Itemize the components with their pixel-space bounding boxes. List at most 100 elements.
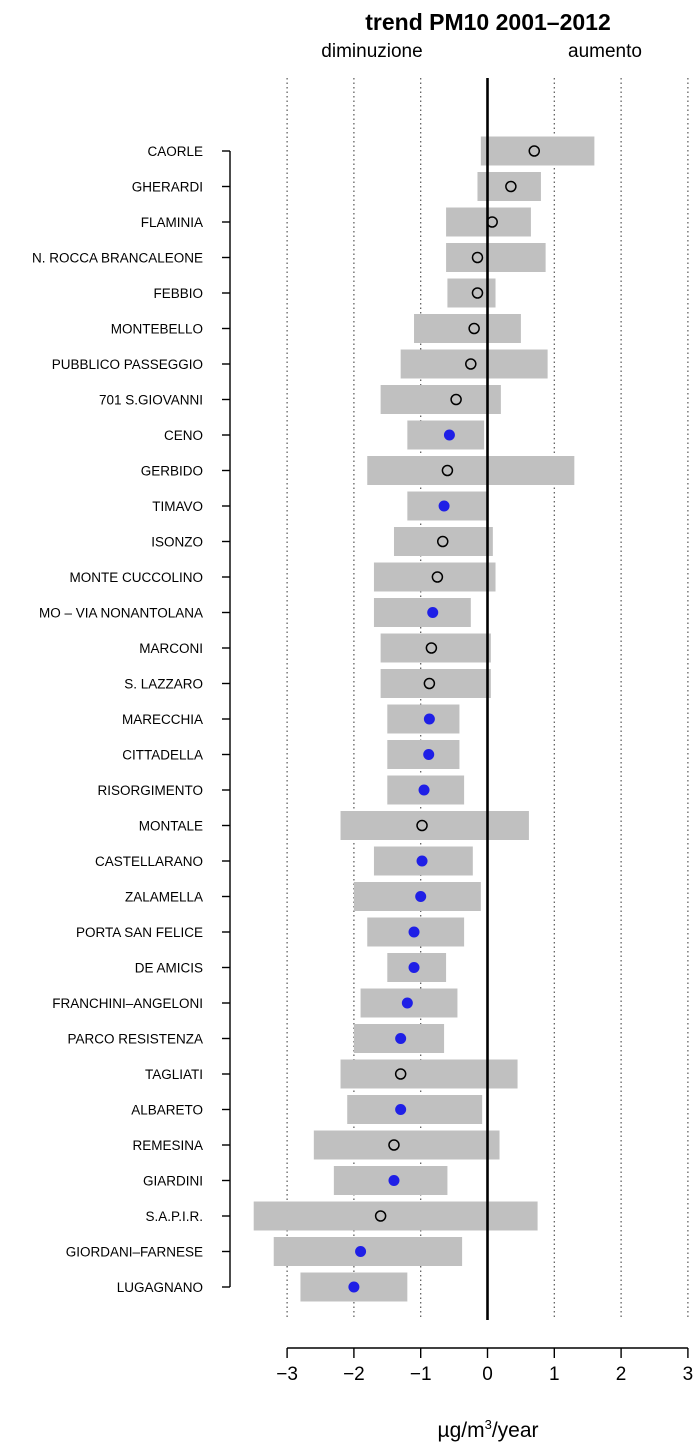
x-tick-label: 0 xyxy=(482,1364,493,1385)
interval-bar xyxy=(414,314,521,343)
y-tick-label: GIORDANI–FARNESE xyxy=(66,1245,203,1260)
estimate-point xyxy=(425,642,438,654)
estimate-point xyxy=(468,322,480,335)
y-tick-label: TAGLIATI xyxy=(145,1067,203,1082)
y-tick-label: MARCONI xyxy=(139,641,203,656)
interval-bar xyxy=(347,1095,483,1124)
y-tick-label: N. ROCCA BRANCALEONE xyxy=(32,251,203,266)
estimate-point-significant xyxy=(395,1104,407,1115)
x-tick-label: −3 xyxy=(276,1364,298,1385)
y-tick-label: FLAMINIA xyxy=(141,215,203,230)
estimate-point xyxy=(486,216,498,228)
interval-bar xyxy=(340,1059,518,1089)
estimate-point xyxy=(416,819,428,832)
estimate-point xyxy=(436,535,449,548)
y-tick-label: ZALAMELLA xyxy=(125,890,203,905)
y-axis: CAORLE GHERARDI FLAMINIA N. ROCCA BRANCALEO… xyxy=(32,144,231,1295)
y-tick-label: CENO xyxy=(164,428,203,443)
estimate-point-significant xyxy=(438,500,450,512)
y-tick-label: REMESINA xyxy=(132,1138,203,1153)
estimate-point xyxy=(441,464,454,477)
y-tick-label: ISONZO xyxy=(151,535,203,550)
estimate-point xyxy=(471,287,484,299)
interval-bar xyxy=(313,1130,500,1160)
interval-bar xyxy=(446,243,546,272)
estimate-point xyxy=(423,677,436,690)
y-tick-label: MONTE CUCCOLINO xyxy=(69,570,203,585)
interval-bar xyxy=(373,562,496,592)
y-tick-label: S. LAZZARO xyxy=(124,677,203,692)
estimate-point-significant xyxy=(355,1246,367,1257)
estimate-points xyxy=(348,145,541,1293)
y-tick-label: MARECCHIA xyxy=(122,712,203,727)
estimate-point-significant xyxy=(427,607,439,618)
y-tick-label: ALBARETO xyxy=(131,1103,203,1118)
interval-bar xyxy=(387,704,460,734)
estimate-point xyxy=(471,251,484,264)
interval-bar xyxy=(380,385,501,414)
chart-title: trend PM10 2001–2012 xyxy=(365,9,611,35)
x-tick-label: −2 xyxy=(343,1364,365,1385)
y-tick-label: TIMAVO xyxy=(152,499,203,514)
y-tick-label: RISORGIMENTO xyxy=(97,783,203,798)
y-tick-label: S.A.P.I.R. xyxy=(145,1209,203,1224)
subtitle-right: aumento xyxy=(568,41,642,62)
y-tick-label: MO – VIA NONANTOLANA xyxy=(39,606,203,621)
interval-bar xyxy=(373,598,471,627)
interval-bar xyxy=(273,1237,463,1266)
y-tick-label: PUBBLICO PASSEGGIO xyxy=(52,357,203,372)
y-tick-label: GERBIDO xyxy=(141,464,203,479)
y-tick-label: GIARDINI xyxy=(143,1174,203,1189)
y-tick-label: FEBBIO xyxy=(153,286,203,301)
x-tick-label: −1 xyxy=(410,1364,432,1385)
estimate-point-significant xyxy=(423,749,435,760)
estimate-point xyxy=(465,358,477,370)
estimate-point-significant xyxy=(401,997,413,1009)
y-tick-label: CAORLE xyxy=(147,144,203,159)
interval-bar xyxy=(253,1201,538,1231)
y-tick-label: MONTALE xyxy=(139,819,203,834)
interval-bar xyxy=(380,669,491,698)
x-axis: −3 −2 −1 0 1 2 3 xyxy=(276,1347,694,1385)
x-axis-label: µg/m3/year xyxy=(437,1417,538,1442)
grid-lines xyxy=(286,78,689,1320)
estimate-point-significant xyxy=(415,891,427,902)
x-tick-label: 2 xyxy=(616,1364,627,1385)
estimate-point-significant xyxy=(423,713,435,725)
estimate-point-significant xyxy=(443,429,455,441)
estimate-point xyxy=(431,571,444,583)
estimate-point xyxy=(394,1068,407,1080)
interval-bars xyxy=(253,136,595,1302)
estimate-point-significant xyxy=(408,926,420,938)
subtitle-left: diminuzione xyxy=(321,41,422,62)
y-tick-label: CITTADELLA xyxy=(122,748,203,763)
estimate-point-significant xyxy=(416,855,428,867)
y-tick-label: MONTEBELLO xyxy=(111,322,203,337)
interval-bar xyxy=(400,349,548,379)
estimate-point-significant xyxy=(388,1175,400,1186)
y-tick-label: GHERARDI xyxy=(132,180,203,195)
estimate-point-significant xyxy=(395,1033,407,1044)
interval-bar xyxy=(480,136,595,166)
y-tick-label: PARCO RESISTENZA xyxy=(67,1032,203,1047)
estimate-point-significant xyxy=(418,784,430,796)
x-tick-label: 1 xyxy=(549,1364,560,1385)
y-tick-label: DE AMICIS xyxy=(135,961,203,976)
y-tick-label: 701 S.GIOVANNI xyxy=(99,393,203,408)
estimate-point xyxy=(388,1139,400,1151)
interval-bar xyxy=(367,456,575,485)
y-tick-label: LUGAGNANO xyxy=(117,1280,203,1295)
estimate-point xyxy=(450,393,462,406)
estimate-point-significant xyxy=(408,962,420,973)
y-tick-label: CASTELLARANO xyxy=(95,854,203,869)
x-tick-label: 3 xyxy=(683,1364,694,1385)
interval-bar xyxy=(340,811,529,840)
estimate-point xyxy=(505,180,517,193)
interval-bar xyxy=(393,527,493,556)
estimate-point xyxy=(528,145,541,157)
estimate-point-significant xyxy=(348,1281,360,1293)
estimate-point xyxy=(374,1210,387,1222)
y-tick-label: FRANCHINI–ANGELONI xyxy=(52,996,203,1011)
y-tick-label: PORTA SAN FELICE xyxy=(76,925,203,940)
